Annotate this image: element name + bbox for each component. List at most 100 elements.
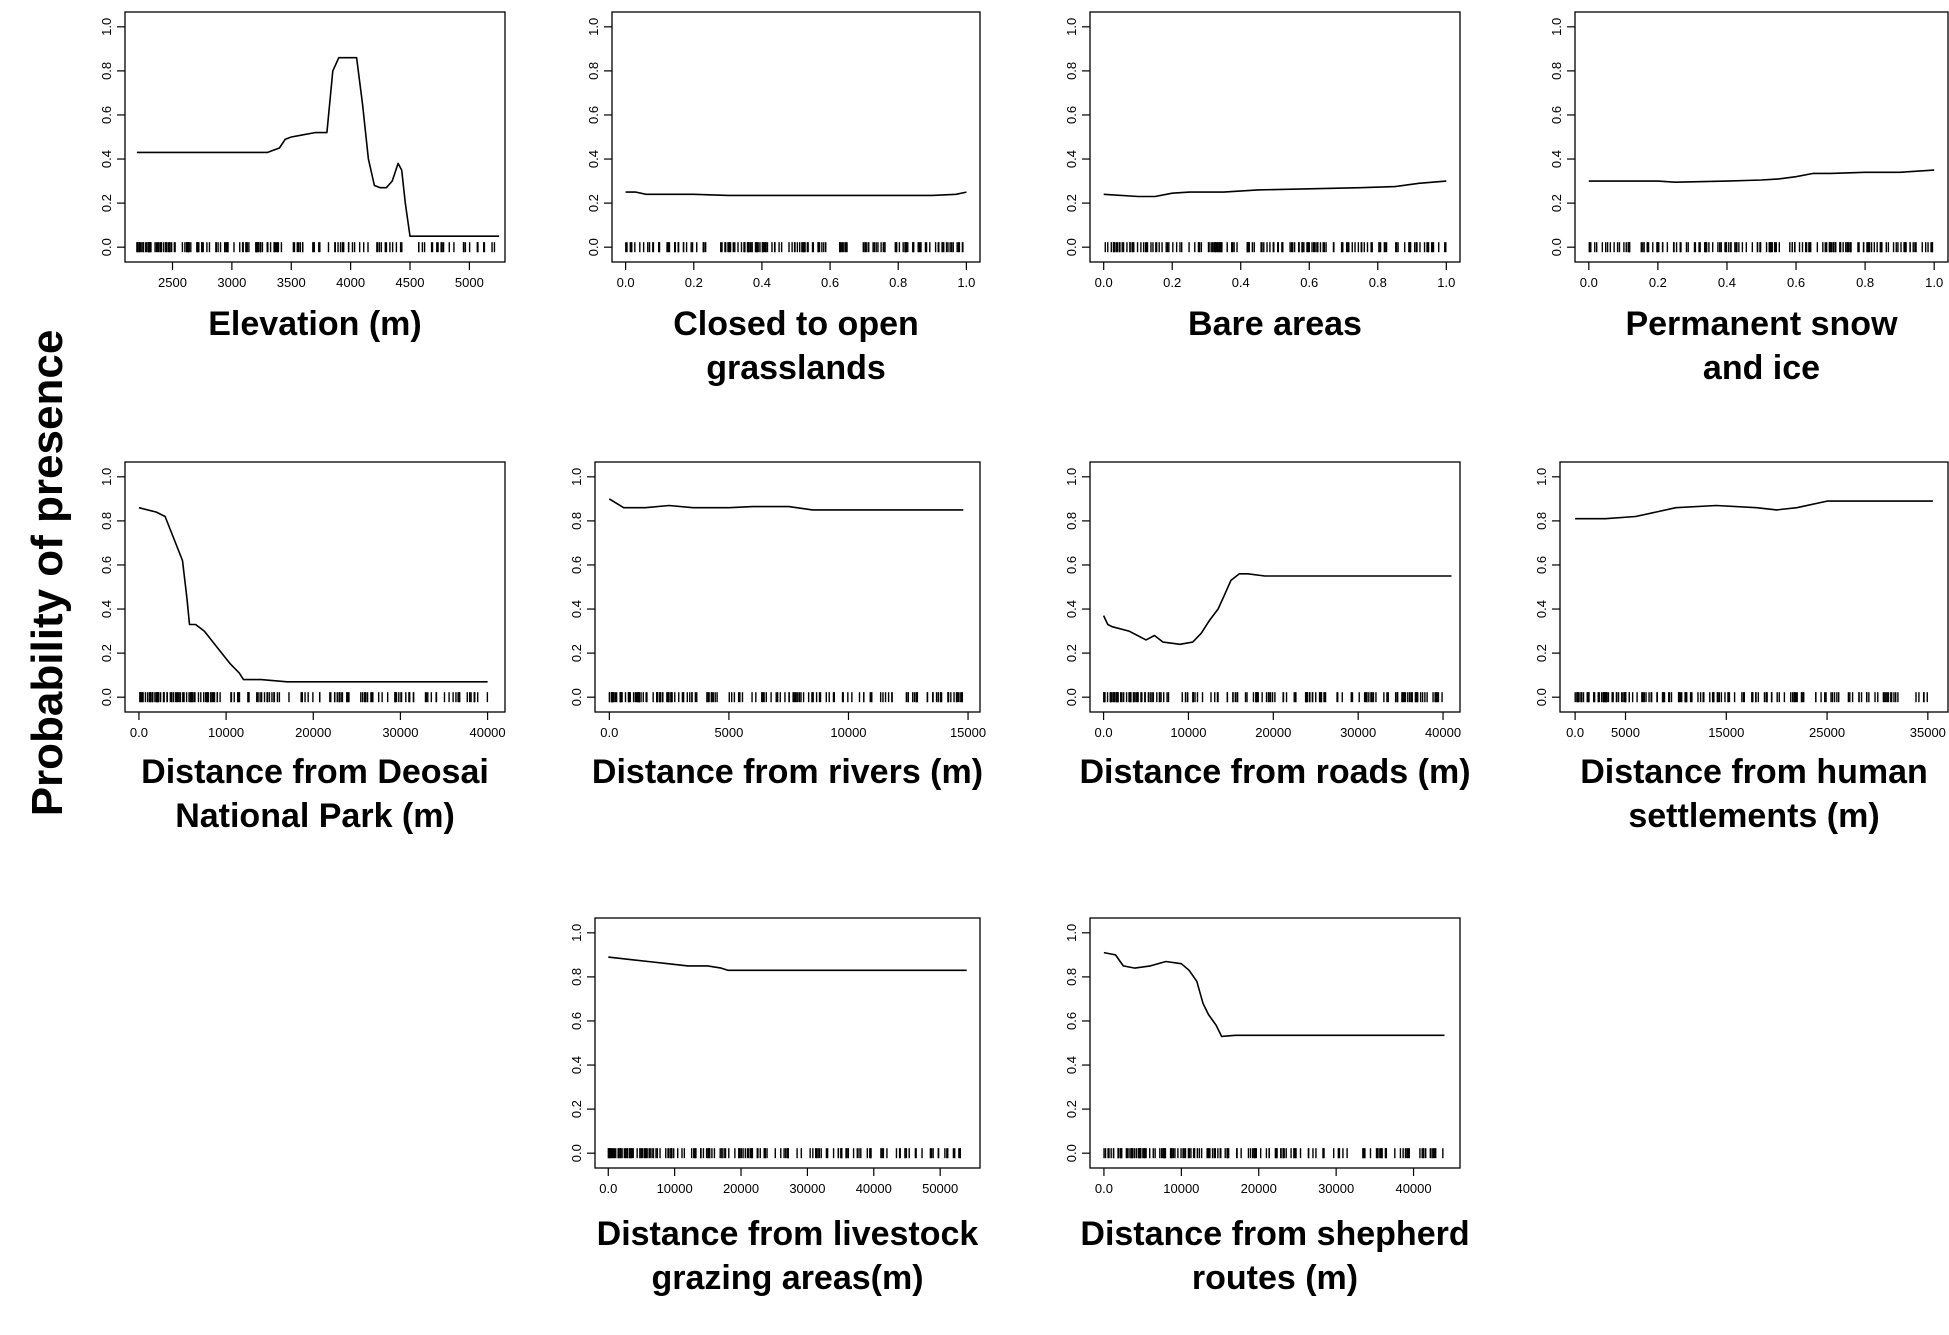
y-tick-label: 0.8 [1064, 512, 1079, 530]
rug [136, 242, 496, 253]
x-tick-label: 0.2 [1649, 275, 1667, 290]
panel-title-line: Distance from livestock [596, 1215, 979, 1253]
x-tick-label: 20000 [1255, 725, 1291, 740]
x-tick-label: 0.6 [821, 275, 839, 290]
y-tick-label: 0.8 [99, 62, 114, 80]
panel-title-10: Distance from shepherd routes (m) [1045, 1212, 1505, 1300]
y-tick-label: 0.4 [99, 600, 114, 618]
y-tick-label: 0.2 [569, 1100, 584, 1118]
x-tick-label: 5000 [455, 275, 484, 290]
x-tick-label: 0.2 [1163, 275, 1181, 290]
panel-title-line: settlements (m) [1628, 797, 1880, 835]
response-curve [625, 191, 967, 197]
panel-title-line: Distance from human [1580, 753, 1928, 791]
x-tick-label: 1.0 [1925, 275, 1943, 290]
y-tick-label: 0.0 [1549, 238, 1564, 256]
x-tick-label: 1.0 [1437, 275, 1455, 290]
y-axis-label: Probability of presence [23, 329, 72, 817]
panel-title-1: Elevation (m) [85, 302, 545, 346]
x-tick-label: 10000 [830, 725, 866, 740]
x-tick-label: 0.4 [753, 275, 771, 290]
x-tick-label: 0.0 [130, 725, 148, 740]
panel-8: 0.0 0.2 0.4 0.6 0.8 1.0 0.0 5000 15000 25000 35000 [1534, 461, 1949, 740]
rug [607, 1148, 961, 1159]
y-tick-label: 0.6 [99, 556, 114, 574]
x-tick-label: 15000 [1708, 725, 1744, 740]
y-tick-label: 0.6 [1064, 1012, 1079, 1030]
y-tick-label: 0.0 [1064, 238, 1079, 256]
x-tick-label: 0.0 [1566, 725, 1584, 740]
response-curve [608, 956, 967, 972]
panel-title-6: Distance from rivers (m) [558, 750, 1018, 794]
panel-title-line: Bare areas [1188, 305, 1362, 343]
y-tick-label: 1.0 [1064, 924, 1079, 942]
y-tick-label: 0.0 [569, 1144, 584, 1162]
y-tick-label: 0.2 [99, 644, 114, 662]
x-tick-label: 0.0 [599, 1181, 617, 1196]
y-tick-label: 1.0 [1064, 468, 1079, 486]
response-curve [1575, 500, 1933, 520]
x-tick-label: 35000 [1910, 725, 1946, 740]
panel-9: 0.0 0.2 0.4 0.6 0.8 1.0 0.0 10000 20000 30000 4000… [569, 917, 981, 1196]
y-tick-label: 0.4 [1534, 600, 1549, 618]
plot-frame [124, 11, 506, 263]
panel-7: 0.0 0.2 0.4 0.6 0.8 1.0 0.0 10000 20000 30000 4000… [1064, 461, 1461, 740]
y-tick-label: 0.2 [1064, 194, 1079, 212]
y-tick-label: 1.0 [586, 18, 601, 36]
y-tick-label: 0.2 [586, 194, 601, 212]
plot-frame [1559, 461, 1949, 713]
panel-title-line: Distance from roads (m) [1079, 753, 1471, 791]
rug [1103, 692, 1443, 703]
y-tick-label: 0.0 [99, 238, 114, 256]
x-tick-label: 3500 [277, 275, 306, 290]
panel-title-line: grasslands [706, 349, 886, 387]
x-tick-label: 40000 [1395, 1181, 1431, 1196]
y-tick-label: 0.6 [99, 106, 114, 124]
y-tick-label: 0.6 [569, 1012, 584, 1030]
x-tick-label: 0.0 [1095, 725, 1113, 740]
y-tick-label: 0.4 [1064, 150, 1079, 168]
x-tick-label: 0.0 [1580, 275, 1598, 290]
x-tick-label: 0.6 [1300, 275, 1318, 290]
y-tick-label: 0.6 [1549, 106, 1564, 124]
plot-frame [594, 917, 981, 1169]
panel-title-5: Distance from Deosai National Park (m) [85, 750, 545, 838]
y-tick-label: 0.2 [1064, 1100, 1079, 1118]
panel-1: 0.0 0.2 0.4 0.6 0.8 1.0 2500 3000 3500 4000 4500 50… [99, 11, 506, 290]
panel-title-line: Distance from shepherd [1080, 1215, 1470, 1253]
y-tick-label: 1.0 [569, 924, 584, 942]
x-tick-label: 15000 [950, 725, 986, 740]
x-tick-label: 0.2 [685, 275, 703, 290]
response-curve [1102, 572, 1452, 646]
x-tick-label: 0.8 [1369, 275, 1387, 290]
y-tick-label: 0.8 [1064, 62, 1079, 80]
plot-frame [1574, 11, 1949, 263]
plot-frame [1089, 461, 1461, 713]
x-tick-label: 50000 [922, 1181, 958, 1196]
y-tick-label: 0.4 [99, 150, 114, 168]
panel-title-8: Distance from human settlements (m) [1524, 750, 1949, 838]
plot-frame [611, 11, 981, 263]
y-tick-label: 1.0 [1549, 18, 1564, 36]
y-tick-label: 0.8 [1064, 968, 1079, 986]
x-tick-label: 30000 [789, 1181, 825, 1196]
panel-title-7: Distance from roads (m) [1045, 750, 1505, 794]
y-tick-label: 0.8 [569, 968, 584, 986]
response-curve [1103, 180, 1447, 198]
panel-title-line: Permanent snow [1625, 305, 1898, 343]
plot-frame [594, 461, 981, 713]
x-tick-label: 4000 [336, 275, 365, 290]
x-tick-label: 0.6 [1787, 275, 1805, 290]
x-tick-label: 0.0 [1095, 275, 1113, 290]
rug [1104, 242, 1447, 253]
x-tick-label: 40000 [856, 1181, 892, 1196]
plot-frame [1089, 11, 1461, 263]
y-tick-label: 0.6 [1064, 106, 1079, 124]
panel-10: 0.0 0.2 0.4 0.6 0.8 1.0 0.0 10000 20000 30000 4000… [1064, 917, 1461, 1196]
panel-title-3: Bare areas [1045, 302, 1505, 346]
x-tick-label: 20000 [295, 725, 331, 740]
x-tick-label: 0.4 [1718, 275, 1736, 290]
y-tick-label: 0.6 [586, 106, 601, 124]
panel-title-9: Distance from livestock grazing areas(m) [558, 1212, 1018, 1300]
